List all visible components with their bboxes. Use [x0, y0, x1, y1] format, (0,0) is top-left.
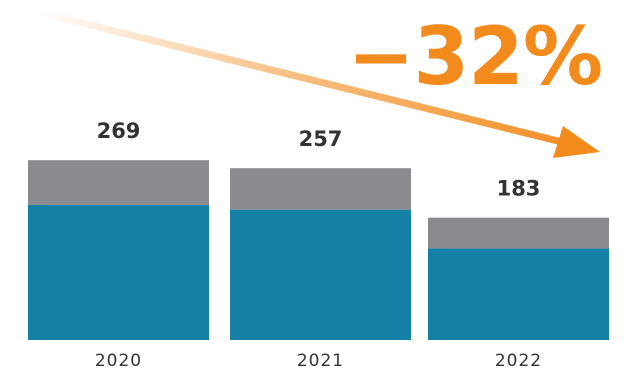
x-tick-label-2022: 2022 — [495, 351, 542, 371]
bars-layer: 269 2020 257 2021 183 2022 — [28, 119, 609, 371]
bar-total-label-2022: 183 — [497, 177, 541, 201]
trend-arrow — [37, 8, 600, 158]
bar-segment-2021-upper — [230, 168, 411, 210]
x-tick-label-2020: 2020 — [95, 351, 142, 371]
bar-total-label-2020: 269 — [97, 119, 141, 143]
bar-segment-2020-lower — [28, 204, 209, 340]
bar-segment-2021-lower — [230, 209, 411, 340]
bar-segment-2020-upper — [28, 160, 209, 205]
x-tick-label-2021: 2021 — [297, 351, 344, 371]
trend-arrowhead — [553, 126, 600, 158]
bar-segment-2022-upper — [428, 217, 609, 249]
change-callout: −32% — [347, 10, 602, 103]
bar-segment-2022-lower — [428, 248, 609, 340]
bar-total-label-2021: 257 — [299, 127, 343, 151]
